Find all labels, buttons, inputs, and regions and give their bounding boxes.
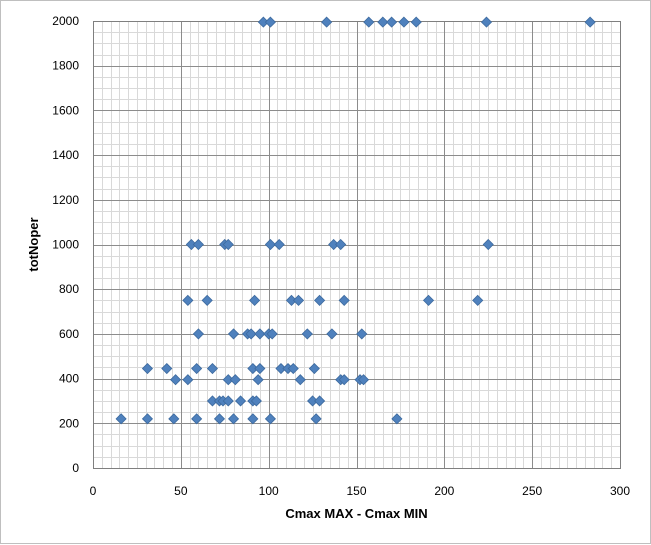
data-point bbox=[357, 374, 370, 386]
y-tick-label: 600 bbox=[59, 327, 79, 341]
y-tick-label: 800 bbox=[59, 282, 79, 296]
data-point bbox=[191, 413, 203, 425]
x-axis-title: Cmax MAX - Cmax MIN bbox=[285, 506, 427, 521]
x-tick-label: 100 bbox=[259, 484, 279, 498]
x-tick-label: 250 bbox=[522, 484, 542, 498]
data-point bbox=[213, 413, 226, 425]
data-point bbox=[141, 413, 154, 425]
data-point bbox=[169, 374, 182, 386]
data-point bbox=[264, 413, 276, 425]
y-tick-label: 1000 bbox=[52, 238, 79, 252]
data-point bbox=[273, 238, 285, 251]
data-point bbox=[398, 16, 410, 28]
data-point bbox=[314, 294, 326, 306]
data-point bbox=[356, 328, 368, 340]
data-point bbox=[168, 413, 180, 425]
data-point bbox=[377, 16, 389, 28]
data-point bbox=[301, 328, 313, 340]
data-point bbox=[264, 16, 276, 28]
x-axis-tick-labels: 0 50 100 150 200 250 300 bbox=[90, 484, 631, 498]
plot-area-border bbox=[93, 21, 621, 469]
data-point bbox=[338, 374, 350, 386]
x-tick-label: 150 bbox=[346, 484, 366, 498]
data-point bbox=[294, 374, 306, 386]
x-tick-label: 300 bbox=[610, 484, 630, 498]
data-point bbox=[335, 238, 347, 251]
y-tick-label: 200 bbox=[59, 416, 79, 430]
y-tick-label: 1600 bbox=[52, 103, 79, 117]
data-point bbox=[141, 362, 154, 375]
y-tick-label: 0 bbox=[72, 461, 79, 475]
data-point bbox=[254, 362, 266, 375]
y-tick-label: 400 bbox=[59, 372, 79, 386]
data-point bbox=[182, 294, 194, 306]
data-point bbox=[247, 413, 259, 425]
data-point bbox=[227, 328, 240, 340]
data-point bbox=[308, 362, 320, 375]
data-point bbox=[234, 395, 247, 407]
data-point bbox=[422, 294, 435, 306]
data-point bbox=[264, 238, 276, 251]
data-point bbox=[321, 16, 333, 28]
data-point bbox=[363, 16, 375, 28]
data-point bbox=[292, 294, 305, 306]
data-point bbox=[206, 362, 219, 375]
data-series bbox=[115, 16, 596, 425]
data-point bbox=[287, 362, 299, 375]
data-point bbox=[182, 374, 194, 386]
data-point bbox=[252, 374, 264, 386]
data-point bbox=[250, 395, 262, 407]
data-point bbox=[192, 238, 204, 251]
data-point bbox=[161, 362, 173, 375]
data-point bbox=[472, 294, 484, 306]
y-axis-tick-labels: 0 200 400 600 800 1000 1200 1400 1600 1800 2000 bbox=[52, 14, 79, 475]
y-tick-label: 1400 bbox=[52, 148, 79, 162]
data-point bbox=[254, 328, 266, 340]
y-axis-title: totNoper bbox=[26, 217, 41, 271]
y-tick-label: 2000 bbox=[52, 14, 79, 28]
data-point bbox=[480, 16, 493, 28]
data-point bbox=[192, 328, 204, 340]
y-tick-label: 1800 bbox=[52, 59, 79, 73]
data-point bbox=[338, 294, 350, 306]
data-point bbox=[222, 238, 234, 251]
data-point bbox=[201, 294, 213, 306]
data-point bbox=[314, 395, 326, 407]
data-point bbox=[229, 374, 241, 386]
y-tick-label: 1200 bbox=[52, 193, 79, 207]
data-point bbox=[222, 395, 234, 407]
x-tick-label: 0 bbox=[90, 484, 97, 498]
data-point bbox=[410, 16, 422, 28]
data-point bbox=[326, 328, 338, 340]
data-point bbox=[584, 16, 596, 28]
data-point bbox=[245, 328, 257, 340]
data-point bbox=[115, 413, 127, 425]
data-point bbox=[266, 328, 278, 340]
data-point bbox=[310, 413, 322, 425]
data-point bbox=[482, 238, 494, 251]
data-point bbox=[191, 362, 203, 375]
x-tick-label: 50 bbox=[174, 484, 188, 498]
data-point bbox=[227, 413, 240, 425]
data-point bbox=[249, 294, 261, 306]
data-point bbox=[386, 16, 398, 28]
x-tick-label: 200 bbox=[434, 484, 454, 498]
minor-gridlines bbox=[93, 21, 621, 469]
data-point bbox=[391, 413, 403, 425]
